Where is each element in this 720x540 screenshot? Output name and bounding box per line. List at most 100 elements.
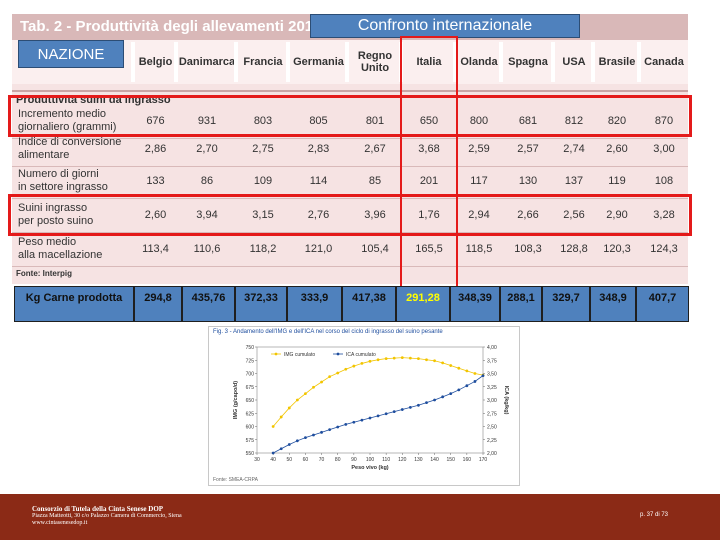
data-point <box>400 408 404 411</box>
y-tick-label: 750 <box>246 345 255 351</box>
table-cell: 2,57 <box>517 143 539 155</box>
row-separator <box>12 232 688 233</box>
row-label-line: Suini ingrasso <box>18 202 88 214</box>
table-cell: 113,4 <box>142 243 169 255</box>
country-header: Spagna <box>508 56 548 68</box>
header-separator <box>345 42 349 82</box>
header-separator <box>286 42 290 82</box>
table-cell: 165,5 <box>415 243 443 255</box>
highlight-suini-row <box>8 194 692 236</box>
legend-label: IMG cumulato <box>284 352 315 358</box>
footer-org: Consorzio di Tutela della Cinta Senese D… <box>32 505 164 513</box>
table-cell: 124,3 <box>650 243 678 255</box>
row-label: Incremento medio giornaliero (grammi) <box>18 108 116 134</box>
table-cell: 119 <box>608 175 626 187</box>
x-tick-label: 30 <box>254 457 260 463</box>
table-cell: 86 <box>200 175 214 187</box>
kg-cell: 294,8 <box>134 286 182 322</box>
table-cell: 121,0 <box>304 243 333 255</box>
footer-address: Piazza Matteotti, 30 c/o Palazzo Camera … <box>32 513 182 519</box>
table-cell: 812 <box>564 115 584 127</box>
row-label-line: giornaliero (grammi) <box>18 121 117 133</box>
table-cell: 870 <box>654 115 674 127</box>
data-point <box>304 392 307 396</box>
row-separator <box>12 198 688 199</box>
data-point <box>312 433 315 437</box>
data-point <box>304 436 307 440</box>
table-cell: 805 <box>309 115 328 127</box>
table-cell: 118,2 <box>249 243 277 255</box>
data-point <box>376 358 380 362</box>
table-source: Fonte: Interpig <box>16 269 72 278</box>
table-cell: 3,96 <box>364 209 386 221</box>
data-point <box>344 367 348 371</box>
table-cell: 2,86 <box>144 143 167 155</box>
table-cell: 105,4 <box>361 243 389 255</box>
nazione-label: NAZIONE <box>18 40 124 68</box>
data-point <box>368 359 372 363</box>
data-point <box>336 371 340 375</box>
data-point <box>295 398 299 402</box>
line-chart: 550 575 600 625 650 675 700 725 750 2,00 2,25 2,50 2… <box>233 345 509 471</box>
data-point <box>344 422 348 426</box>
data-point <box>352 420 356 424</box>
table-cell: 931 <box>197 115 217 127</box>
highlight-incremento-row <box>8 95 692 137</box>
kg-cell-italia: 291,28 <box>396 286 450 322</box>
kg-cell: 329,7 <box>542 286 590 322</box>
table-cell: 820 <box>607 115 627 127</box>
x-tick-label: 120 <box>398 457 407 463</box>
y-tick-label: 625 <box>246 411 255 417</box>
data-point <box>433 398 436 402</box>
data-point <box>425 401 428 405</box>
data-point <box>376 414 380 418</box>
data-point <box>433 359 436 363</box>
chart-source: Fonte: SMEA-CRPA <box>213 477 258 483</box>
row-label-line: alla macellazione <box>18 249 103 261</box>
table-cell: 201 <box>419 175 439 187</box>
data-point <box>320 430 323 434</box>
plot-area <box>256 346 484 454</box>
table-cell: 3,68 <box>418 143 440 155</box>
table-cell: 3,00 <box>653 143 675 155</box>
table-cell: 120,3 <box>603 243 631 255</box>
country-header: Danimarca <box>178 56 236 68</box>
table-cell: 1,76 <box>418 209 440 221</box>
data-point <box>417 357 420 361</box>
data-point <box>360 362 364 365</box>
table-cell: 2,90 <box>606 209 628 221</box>
table-cell: 803 <box>253 115 273 127</box>
y2-tick-label: 3,00 <box>487 398 497 404</box>
kg-cell: 288,1 <box>500 286 542 322</box>
row-separator <box>12 166 688 167</box>
y2-tick-label: 3,50 <box>487 372 497 378</box>
x-tick-label: 160 <box>463 457 472 463</box>
row-label-line: alimentare <box>18 149 70 161</box>
data-point <box>271 451 275 455</box>
header-separator <box>551 42 555 82</box>
data-point <box>473 380 477 383</box>
y-axis-title: IMG (g/capo/d) <box>233 381 239 419</box>
row-label-line: Indice di conversione <box>18 136 122 148</box>
section-divider <box>12 90 688 92</box>
table-cell: 108 <box>654 175 674 187</box>
row-label: Numero di giorni in settore ingrasso <box>18 168 108 194</box>
x-tick-label: 50 <box>287 457 293 463</box>
data-point <box>465 369 469 373</box>
chart-panel: Fig. 3 - Andamento dell'IMG e dell'ICA n… <box>208 326 520 486</box>
kg-row-label: Kg Carne prodotta <box>14 286 134 322</box>
data-point <box>392 410 396 414</box>
table-cell: 676 <box>146 115 165 127</box>
data-point <box>481 374 485 378</box>
y-tick-label: 725 <box>246 358 255 364</box>
table-cell: 2,94 <box>468 209 490 221</box>
row-label: Suini ingrasso per posto suino <box>18 202 93 228</box>
kg-cell: 348,39 <box>450 286 500 322</box>
header-separator <box>453 42 457 82</box>
header-separator <box>637 42 641 82</box>
data-point <box>384 357 388 361</box>
table-cell: 801 <box>365 115 385 127</box>
data-point <box>408 356 412 360</box>
y-tick-label: 600 <box>246 425 255 431</box>
table-cell: 128,8 <box>560 243 588 255</box>
